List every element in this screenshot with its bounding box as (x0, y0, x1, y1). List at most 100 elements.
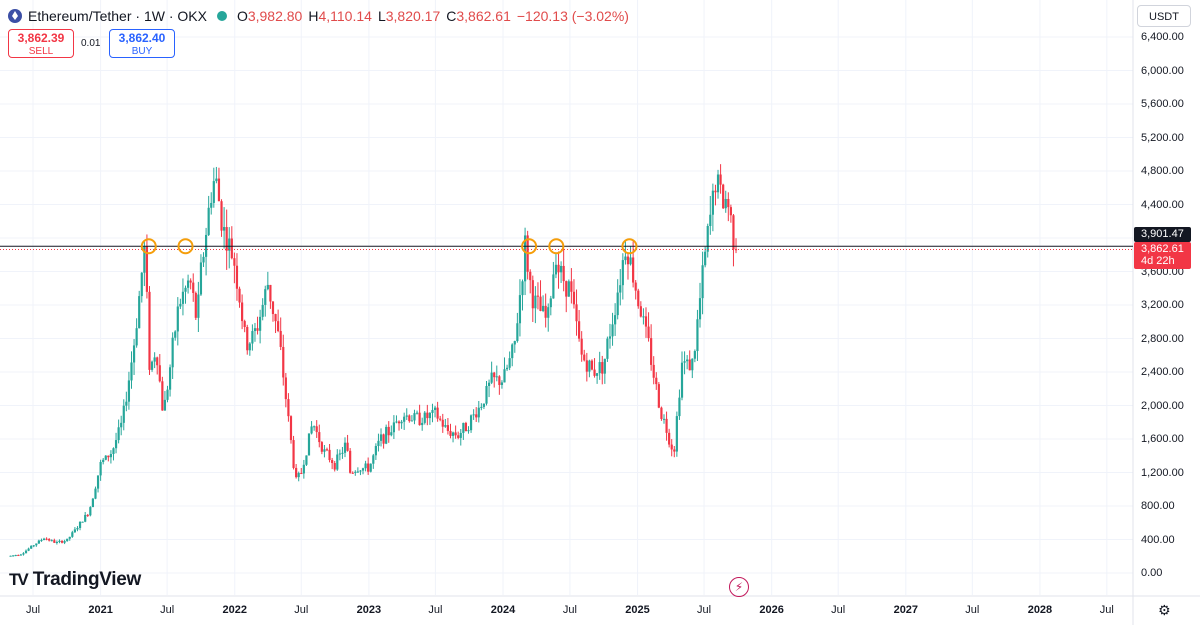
candle-body (578, 321, 581, 339)
candle-body (469, 415, 473, 431)
close-value: 3,862.61 (456, 8, 511, 24)
candle-body (107, 455, 110, 458)
candle-body (559, 265, 563, 273)
candle-body (374, 445, 377, 456)
candle-body (675, 416, 678, 452)
resistance-price-tag: 3,901.47 (1134, 227, 1191, 242)
candle-body (346, 442, 349, 451)
touch-marker-circle (548, 238, 565, 255)
candle-body (215, 178, 218, 182)
touch-marker-circle (521, 238, 538, 255)
candle-body (130, 362, 133, 381)
candle-body (495, 376, 498, 378)
lightning-icon[interactable]: ⚡ (729, 577, 749, 597)
candle-body (269, 284, 272, 302)
candle-body (96, 475, 100, 489)
candle-body (171, 337, 174, 368)
candle-body (284, 377, 287, 400)
candle-body (86, 514, 89, 516)
candle-body (614, 315, 617, 325)
sell-button[interactable]: 3,862.39 SELL (8, 29, 74, 58)
candle-body (279, 330, 282, 347)
candle-body (333, 463, 336, 470)
candle-body (716, 174, 720, 193)
candle-body (536, 295, 540, 297)
candle-body (12, 555, 15, 557)
candle-body (233, 258, 236, 266)
candle-body (634, 282, 637, 291)
open-value: 3,982.80 (247, 8, 303, 24)
candle-body (616, 292, 619, 316)
candle-body (55, 542, 58, 544)
tradingview-logo[interactable]: TV TradingView (9, 569, 141, 591)
price-tick-label: 6,000.00 (1141, 64, 1184, 77)
candle-body (392, 422, 395, 433)
candle-body (441, 419, 444, 427)
candle-body (722, 184, 725, 209)
time-tick-label: 2023 (356, 604, 382, 616)
candle-body (338, 453, 341, 455)
candle-body (583, 354, 586, 361)
candle-body (382, 434, 385, 444)
candle-body (27, 548, 30, 551)
candle-body (426, 412, 429, 419)
candle-body (385, 426, 388, 444)
candle-body (367, 463, 370, 472)
buy-label: BUY (131, 46, 153, 57)
candle-body (76, 527, 79, 530)
candle-body (313, 426, 316, 428)
candle-body (220, 201, 223, 231)
tradingview-logo-icon: TV (9, 570, 29, 589)
bar-countdown: 4d 22h (1141, 255, 1175, 267)
candle-body (462, 422, 465, 433)
candle-body (701, 265, 704, 299)
candle-body (711, 190, 714, 215)
symbol-title[interactable]: Ethereum/Tether · 1W · OKX (28, 8, 207, 24)
candle-body (181, 291, 185, 304)
candle-body (305, 455, 308, 465)
time-tick-label: Jul (160, 604, 175, 616)
candle-body (444, 425, 447, 427)
candle-body (163, 399, 167, 411)
candle-body (24, 550, 28, 554)
candle-body (225, 227, 228, 251)
price-tick-label: 800.00 (1141, 500, 1175, 512)
gear-icon[interactable]: ⚙ (1158, 602, 1171, 618)
candle-body (601, 362, 604, 374)
candle-body (562, 265, 565, 282)
buy-button[interactable]: 3,862.40 BUY (109, 29, 175, 58)
candle-body (395, 421, 398, 423)
candle-body (194, 292, 197, 318)
candle-body (336, 454, 339, 470)
candle-body (310, 426, 313, 434)
candle-body (156, 357, 159, 366)
time-tick-label: Jul (25, 604, 41, 616)
price-tick-label: 4,400.00 (1141, 198, 1184, 211)
candle-body (42, 538, 46, 541)
currency-selector[interactable]: USDT (1137, 5, 1191, 27)
time-tick-label: Jul (697, 604, 712, 616)
candle-body (410, 420, 413, 422)
candle-body (397, 421, 401, 424)
candle-body (572, 291, 576, 305)
candle-body (408, 415, 411, 422)
candle-body (557, 264, 560, 273)
candle-body (719, 174, 722, 185)
candle-body (282, 346, 285, 378)
candle-body (318, 432, 321, 443)
candle-body (629, 257, 632, 265)
candle-body (698, 298, 702, 320)
candle-body (678, 397, 681, 417)
candle-body (691, 358, 694, 371)
candle-body (197, 294, 200, 318)
candle-body (274, 314, 277, 322)
time-tick-label: Jul (428, 604, 443, 616)
candle-body (428, 412, 431, 419)
time-tick-label: 2022 (222, 604, 247, 616)
candle-body (68, 536, 71, 539)
candle-body (271, 301, 275, 315)
candle-body (341, 452, 344, 454)
logo-text: TradingView (32, 569, 142, 590)
